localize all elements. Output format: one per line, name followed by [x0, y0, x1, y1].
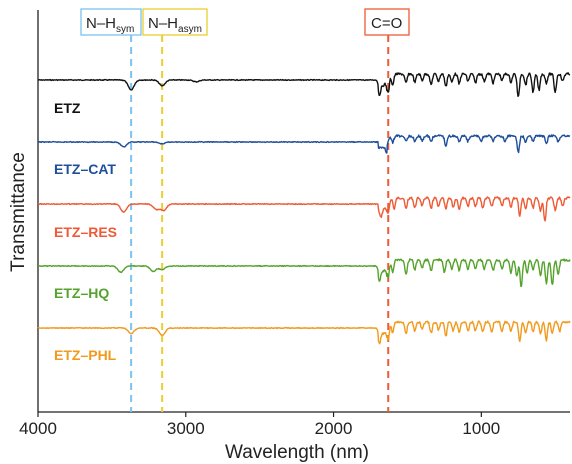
series-line-etz-phl: [37, 320, 571, 345]
series-line-etz: [37, 72, 571, 97]
series-label-etz-cat: ETZ–CAT: [54, 161, 116, 177]
reference-label-co: C=O: [364, 8, 410, 36]
series-label-etz-res: ETZ–RES: [54, 224, 117, 240]
series-line-etz-hq: [37, 258, 571, 287]
svg-text:N–Hasym: N–Hasym: [148, 15, 202, 35]
nh-asym-sub: asym: [178, 24, 202, 35]
x-tick-label-2000: 2000: [315, 419, 353, 438]
x-tick-labels: 4000 3000 2000 1000: [19, 419, 500, 438]
reference-label-nh-asym: N–Hasym: [142, 8, 208, 36]
series-label-etz-hq: ETZ–HQ: [54, 285, 109, 301]
reference-lines: [130, 35, 390, 412]
series-label-etz: ETZ: [54, 100, 81, 116]
x-ticks: [37, 412, 482, 417]
y-axis-title: Transmittance: [8, 152, 29, 272]
reference-label-nh-sym: N–Hsym: [80, 8, 142, 36]
x-tick-label-4000: 4000: [19, 419, 57, 438]
series-line-etz-cat: [37, 134, 571, 154]
spectra-series: [37, 72, 571, 345]
nh-sym-main: N–H: [86, 15, 116, 32]
x-tick-label-3000: 3000: [167, 419, 205, 438]
x-axis-title: Wavelength (nm): [225, 442, 369, 463]
series-line-etz-res: [37, 196, 571, 222]
co-label: C=O: [371, 15, 402, 32]
series-label-etz-phl: ETZ–PHL: [54, 347, 117, 363]
svg-text:N–Hsym: N–Hsym: [86, 15, 134, 35]
reference-labels: N–Hsym N–Hasym C=O: [80, 8, 410, 36]
x-tick-label-1000: 1000: [462, 419, 500, 438]
series-labels: ETZ ETZ–CAT ETZ–RES ETZ–HQ ETZ–PHL: [54, 100, 117, 363]
nh-asym-main: N–H: [148, 15, 178, 32]
nh-sym-sub: sym: [116, 24, 134, 35]
